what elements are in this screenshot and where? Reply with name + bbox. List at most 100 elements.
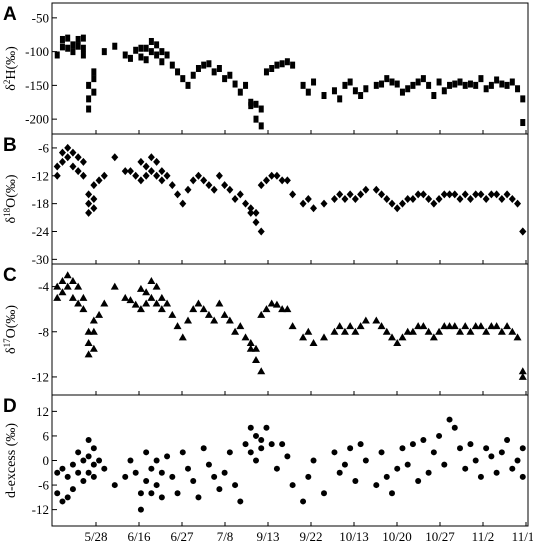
data-point [247,204,255,213]
data-point [372,185,380,194]
data-point [178,333,187,341]
y-tick-label: -8 [38,324,49,339]
data-point [185,465,191,472]
data-point [420,75,426,83]
data-point [64,494,71,501]
data-point [89,327,98,335]
data-point [179,199,187,208]
data-point [268,171,276,180]
data-point [415,78,421,86]
data-point [85,208,93,217]
data-point [498,195,506,203]
data-point [68,293,77,301]
data-point [85,469,92,476]
data-point [488,453,495,460]
panel-A: A -50 -100 -150 -200 δ2H(‰) [2,2,529,135]
data-point [519,445,526,452]
data-point [383,473,390,480]
data-point [65,44,71,52]
panel-B: B -6 -12 -18 -24 -30 δ18O(‰) [2,133,529,267]
data-point [309,339,318,347]
data-point [237,88,243,96]
data-point [405,85,411,93]
data-point [220,310,229,318]
data-point [69,486,76,493]
data-point [363,85,369,93]
data-point [194,171,202,180]
data-point [279,441,286,448]
data-point [258,437,265,444]
data-point [190,71,196,79]
y-tick-label: -50 [32,10,49,25]
y-tick-label: -100 [25,44,49,59]
data-point [157,293,166,301]
data-point [404,461,411,468]
data-point [262,176,270,185]
data-point [426,81,432,89]
data-point [466,327,475,335]
data-point [175,68,181,76]
data-point [147,293,156,301]
data-point [430,449,437,456]
data-point [79,305,88,313]
data-point [59,498,66,505]
data-point [148,48,154,56]
data-point [137,490,144,497]
data-point [63,282,72,290]
data-point [136,305,145,313]
data-point [399,88,405,96]
data-point [425,195,433,203]
data-point [441,87,447,95]
data-point [404,195,412,203]
data-point [347,78,353,86]
data-point [476,322,485,330]
data-point [518,372,527,380]
data-point [504,81,510,89]
data-point [74,167,82,176]
data-point [164,453,171,460]
data-point [95,176,103,185]
panel-letter: C [3,265,17,286]
data-point [451,190,459,199]
data-point [346,322,355,330]
data-point [494,76,500,84]
data-point [100,171,108,180]
y-tick-label: -200 [25,112,49,127]
data-point [64,143,72,152]
data-point [378,190,386,199]
data-point [467,441,474,448]
data-point [483,445,490,452]
data-point [429,333,438,341]
data-point [204,310,213,318]
data-point [388,199,396,208]
x-tick-label: 10/13 [339,529,369,544]
data-point [342,81,348,89]
data-point [63,271,72,279]
data-point [362,185,370,194]
data-point [137,506,144,513]
data-point [216,486,223,493]
data-point [147,167,155,176]
data-point [142,299,151,307]
data-point [64,153,72,162]
data-point [398,199,406,208]
data-point [331,87,337,95]
data-point [351,195,359,203]
data-point [457,445,463,452]
data-point [436,78,442,86]
data-point [90,473,97,480]
data-point [243,81,249,89]
data-point [284,58,290,66]
data-point [310,204,318,213]
y-tick-label: -12 [32,168,49,183]
data-point [174,490,181,497]
data-point [331,449,338,456]
data-point [179,449,186,456]
data-point [143,477,150,484]
x-tick-label: 11/11 [512,529,533,544]
data-point [267,299,276,307]
data-point [253,457,259,464]
data-point [138,44,144,52]
data-point [79,157,87,166]
data-point [268,441,275,448]
